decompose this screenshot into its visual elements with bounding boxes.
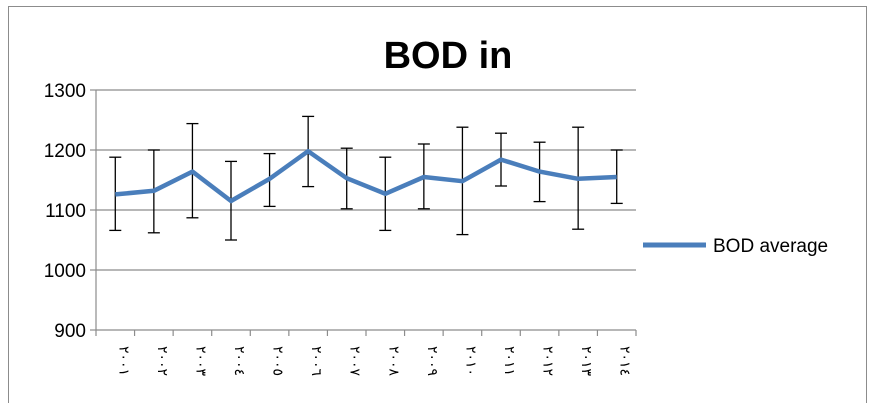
x-tick-label: ٢٠٠٣ <box>193 346 209 377</box>
x-tick-label: ٢٠٠٤ <box>232 346 248 376</box>
legend: BOD average <box>643 236 828 257</box>
x-tick-label: ٢٠٠١ <box>116 346 132 376</box>
x-tick-label: ٢٠١٤ <box>618 346 634 376</box>
legend-label: BOD average <box>713 236 828 257</box>
axes <box>90 89 637 336</box>
x-tick-label: ٢٠٠٦ <box>309 346 325 376</box>
error-bars <box>109 115 623 241</box>
y-tick-label: 1000 <box>44 261 86 282</box>
series-line <box>115 148 617 204</box>
x-tick-label: ٢٠١٣ <box>579 346 595 377</box>
chart-area <box>8 6 867 403</box>
x-tick-label: ٢٠١١ <box>502 346 518 376</box>
y-tick-label: 900 <box>54 321 86 342</box>
x-tick-label: ٢٠١٢ <box>541 346 557 376</box>
x-tick-label: ٢٠٠٥ <box>271 346 287 376</box>
x-tick-label: ٢٠٠٨ <box>386 346 402 377</box>
series-lines <box>115 148 617 204</box>
x-tick-label: ٢٠١٠ <box>463 346 479 376</box>
y-tick-labels: 900 1000 1100 1200 1300 <box>44 81 86 342</box>
x-tick-label: ٢٠٠٢ <box>155 346 171 376</box>
gridlines <box>96 89 636 271</box>
x-tick-label: ٢٠٠٩ <box>425 346 441 376</box>
y-tick-label: 1200 <box>44 141 86 162</box>
y-tick-label: 1100 <box>45 201 86 222</box>
chart-title: BOD in <box>384 35 513 77</box>
x-tick-label: ٢٠٠٧ <box>348 346 364 377</box>
x-tick-labels: ٢٠٠١ ٢٠٠٢ ٢٠٠٣ ٢٠٠٤ ٢٠٠٥ ٢٠٠٦ ٢٠٠٧ ٢٠٠٨ ٢٠٠٩ ٢٠١٠… <box>116 346 633 377</box>
y-tick-label: 1300 <box>44 81 86 102</box>
